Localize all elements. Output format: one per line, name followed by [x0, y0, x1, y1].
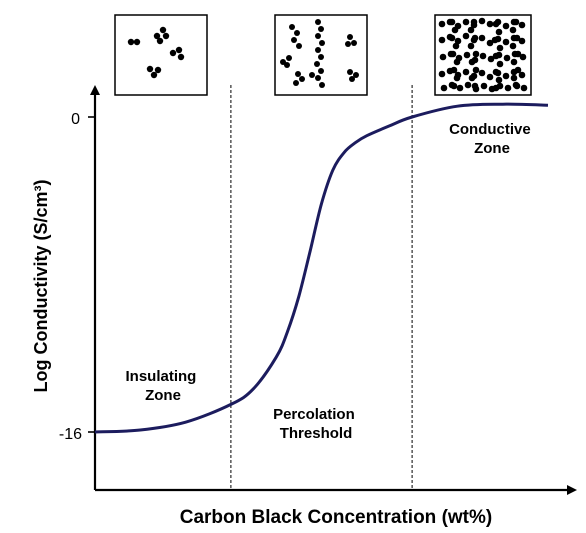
network-particle	[471, 34, 479, 42]
network-particle	[479, 52, 487, 60]
network-particle	[502, 22, 510, 30]
network-particle	[495, 28, 503, 36]
network-particle	[467, 42, 475, 50]
network-particle	[503, 54, 511, 62]
network-particle	[491, 36, 499, 44]
network-particle	[509, 42, 517, 50]
network-particle	[512, 18, 520, 26]
conductivity-curve	[94, 102, 549, 434]
network-particle	[492, 68, 500, 76]
inset-frame-1	[114, 14, 208, 96]
network-particle	[520, 84, 528, 92]
particle-clusters-1	[127, 26, 185, 79]
inset-partial-chains	[274, 14, 368, 96]
network-particle	[453, 58, 461, 66]
network-particle	[467, 26, 475, 34]
network-particle	[480, 82, 488, 90]
network-particle	[468, 74, 476, 82]
zone-boundaries	[230, 85, 413, 490]
network-particle	[448, 18, 456, 26]
network-particle	[464, 81, 472, 89]
network-particle	[518, 37, 526, 45]
network-particle	[495, 76, 503, 84]
inset-connected-network	[434, 14, 532, 96]
network-particle	[509, 26, 517, 34]
network-particle	[462, 68, 470, 76]
network-particle	[492, 52, 500, 60]
network-particle	[454, 37, 462, 45]
network-particle	[510, 58, 518, 66]
network-particle	[472, 50, 480, 58]
network-particle	[449, 50, 457, 58]
network-particle	[451, 26, 459, 34]
network-particle	[502, 72, 510, 80]
zone-labels: Insulating Zone Percolation Threshold Co…	[125, 121, 535, 442]
network-particle	[519, 53, 527, 61]
network-particle	[456, 84, 464, 92]
network-particle	[504, 84, 512, 92]
insulating-zone-label: Insulating Zone	[125, 368, 200, 404]
network-particle	[463, 51, 471, 59]
network-particle	[471, 82, 479, 90]
particle-chains-2	[280, 19, 359, 88]
network-particle	[492, 84, 500, 92]
network-particle	[513, 34, 521, 42]
percolation-threshold-line1: Percolation	[273, 406, 355, 423]
network-particle	[438, 70, 446, 78]
network-particle	[462, 18, 470, 26]
network-particle	[496, 60, 504, 68]
network-particle	[510, 74, 518, 82]
network-particle	[486, 73, 494, 81]
conductive-zone-line1: Conductive	[449, 121, 531, 138]
percolation-threshold-line2: Threshold	[280, 425, 353, 442]
network-particle	[450, 82, 458, 90]
network-particle	[448, 34, 456, 42]
axes	[90, 85, 577, 495]
network-particle	[518, 71, 526, 79]
network-particle	[453, 74, 461, 82]
network-particle	[478, 69, 486, 77]
network-particle	[452, 42, 460, 50]
insulating-zone-line1: Insulating	[125, 368, 196, 385]
conductive-zone-line2: Zone	[474, 140, 510, 157]
network-particle	[487, 55, 495, 63]
network-particle	[468, 58, 476, 66]
network-particle	[496, 44, 504, 52]
network-particle	[514, 50, 522, 58]
network-particle	[450, 66, 458, 74]
network-particle	[472, 66, 480, 74]
x-axis-label: Carbon Black Concentration (wt%)	[180, 507, 492, 528]
conductive-zone-label: Conductive Zone	[449, 121, 535, 157]
y-ticks: 0 -16	[59, 111, 95, 443]
network-particle	[438, 36, 446, 44]
network-particle	[470, 18, 478, 26]
percolation-threshold-label: Percolation Threshold	[273, 406, 359, 442]
inset-isolated-particles	[114, 14, 208, 96]
network-particle	[514, 66, 522, 74]
insulating-zone-line2: Zone	[145, 387, 181, 404]
network-particle	[462, 32, 470, 40]
network-particle	[440, 84, 448, 92]
particle-network-3	[438, 17, 528, 93]
network-particle	[439, 53, 447, 61]
network-particle	[438, 20, 446, 28]
network-particle	[486, 39, 494, 47]
network-particle	[478, 34, 486, 42]
network-particle	[513, 82, 521, 90]
y-axis-label: Log Conductivity (S/cm³)	[31, 180, 51, 393]
network-particle	[478, 17, 486, 25]
network-particle	[502, 38, 510, 46]
y-tick-label-top: 0	[71, 111, 80, 128]
network-particle	[486, 20, 494, 28]
network-particle	[518, 21, 526, 29]
y-tick-label-bottom: -16	[59, 426, 82, 443]
network-particle	[492, 20, 500, 28]
